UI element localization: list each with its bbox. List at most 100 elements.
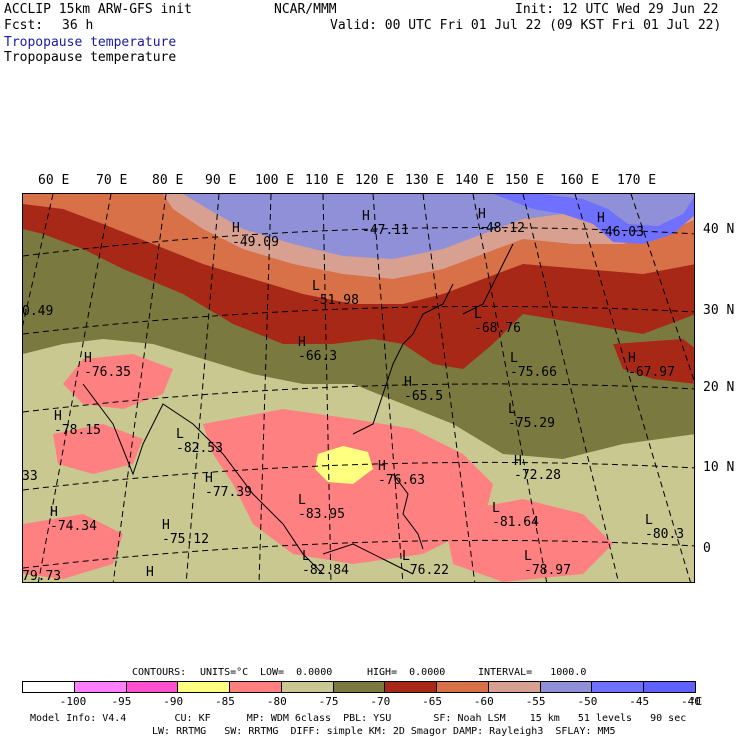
map-extremum-label: L -78.97 [524,550,571,578]
map-extremum-label: H -78.15 [54,410,101,438]
color-bar-segment [332,681,386,693]
contours-interval: INTERVAL= 1000.0 [478,667,587,678]
extremum-marker: L [312,279,320,294]
map-canvas [23,194,694,582]
extremum-value: -83.95 [298,507,345,522]
lon-line [258,194,272,582]
valid-time: Valid: 00 UTC Fri 01 Jul 22 (09 KST Fri … [330,18,722,33]
map-extremum-label: L -82.53 [176,428,223,456]
lat-label: 10 N [703,460,735,475]
color-bar-segment [73,681,127,693]
map-extremum-label: H -47.11 [362,210,409,238]
extremum-marker: H [298,335,306,350]
lat-line-30 [23,305,694,335]
extremum-marker: H [146,565,154,580]
color-bar-segment [177,681,231,693]
lat-label: 30 N [703,303,735,318]
extremum-value: -76.63 [378,473,425,488]
lon-label: 150 E [505,173,545,188]
init-time: Init: 12 UTC Wed 29 Jun 22 [515,2,719,17]
color-bar-segment [539,681,593,693]
extremum-value: -74.34 [50,519,97,534]
lon-label: 120 E [355,173,395,188]
coastlines [82,243,514,575]
extremum-marker: H [378,459,386,474]
extremum-value: -80.3 [645,527,685,542]
extremum-value: -76.35 [84,365,131,380]
map-extremum-label: L -80.3 [645,514,684,542]
color-bar-tick-label: -40 [681,695,701,708]
lat-label: 0 [703,541,711,556]
extremum-marker: L [508,402,516,417]
color-bar-segment [125,681,179,693]
extremum-marker: H [162,518,170,533]
lon-label: 80 E [152,173,184,188]
lon-line [185,194,220,582]
map-extremum-label: H -77.39 [205,472,252,500]
coastline-china-east [352,283,454,435]
extremum-marker: L [492,501,500,516]
color-bar-tick-label: -50 [577,695,598,708]
extremum-marker: H [54,409,62,424]
lon-label: 70 E [96,173,128,188]
extremum-marker: H [50,505,58,520]
extremum-marker: L [474,307,482,322]
map-extremum-label: 0.49 [22,305,53,319]
extremum-marker: L [298,493,306,508]
color-bar-segment [229,681,282,693]
lon-line [322,194,332,582]
extremum-marker: L [645,513,653,528]
map-extremum-label: H [146,566,154,580]
extremum-value: -72.28 [514,468,561,483]
color-bar-tick-label: -90 [163,695,184,708]
extremum-value: -68.76 [474,321,521,336]
map-extremum-label: H -76.35 [84,352,131,380]
contours-high: HIGH= 0.0000 [367,667,446,678]
extremum-value: -82.53 [176,441,223,456]
color-bar-tick-label: -70 [370,695,391,708]
extremum-value: -75.29 [508,416,555,431]
color-bar-tick-label: -65 [422,695,443,708]
extremum-value: -75.12 [162,532,209,547]
graticule [23,194,694,582]
lat-line-40 [23,227,694,257]
map-extremum-label: L -75.29 [508,403,555,431]
org-label: NCAR/MMM [274,2,337,17]
lat-line-20 [23,383,694,413]
shade-band-darkred-east [613,339,694,384]
coastline-south-asia [82,383,324,575]
extremum-marker: H [84,351,92,366]
color-bar-tick-label: -100 [59,695,87,708]
lat-line-10 [23,461,694,491]
fcst-value: 36 h [62,18,94,33]
extremum-marker: H [628,351,636,366]
lon-label: 140 E [455,173,495,188]
extremum-marker: H [514,454,522,469]
extremum-value: -75.66 [510,365,557,380]
map-extremum-label: L -76.22 [402,550,449,578]
map-extremum-label: H -66.3 [298,336,337,364]
shade-band-salmon [203,409,493,564]
color-bar-tick-label: -80 [266,695,287,708]
lon-line [37,194,112,582]
coastline-borneo [322,543,414,575]
extremum-marker: H [232,221,240,236]
shade-band-lavender-east [543,194,694,226]
color-bar-unit: °C [689,695,703,708]
color-bar-segment [22,681,75,693]
lat-line-0 [23,539,694,569]
lat-label: 40 N [703,222,735,237]
color-bar-segment [436,681,489,693]
shade-band-salmon [63,354,173,409]
lon-label: 110 E [305,173,345,188]
extremum-value: -51.98 [312,293,359,308]
extremum-marker: L [176,427,184,442]
shade-band-salmon [53,424,143,474]
extremum-value: -78.97 [524,563,571,578]
map-extremum-label: 79.73 [22,570,61,584]
model-info-line2: LW: RRTMG SW: RRTMG DIFF: simple KM: 2D … [152,726,616,737]
extremum-value: 0.49 [22,304,54,319]
coastline-philippines [392,473,424,550]
map-extremum-label: L -82.84 [302,550,349,578]
lon-label: 90 E [205,173,237,188]
